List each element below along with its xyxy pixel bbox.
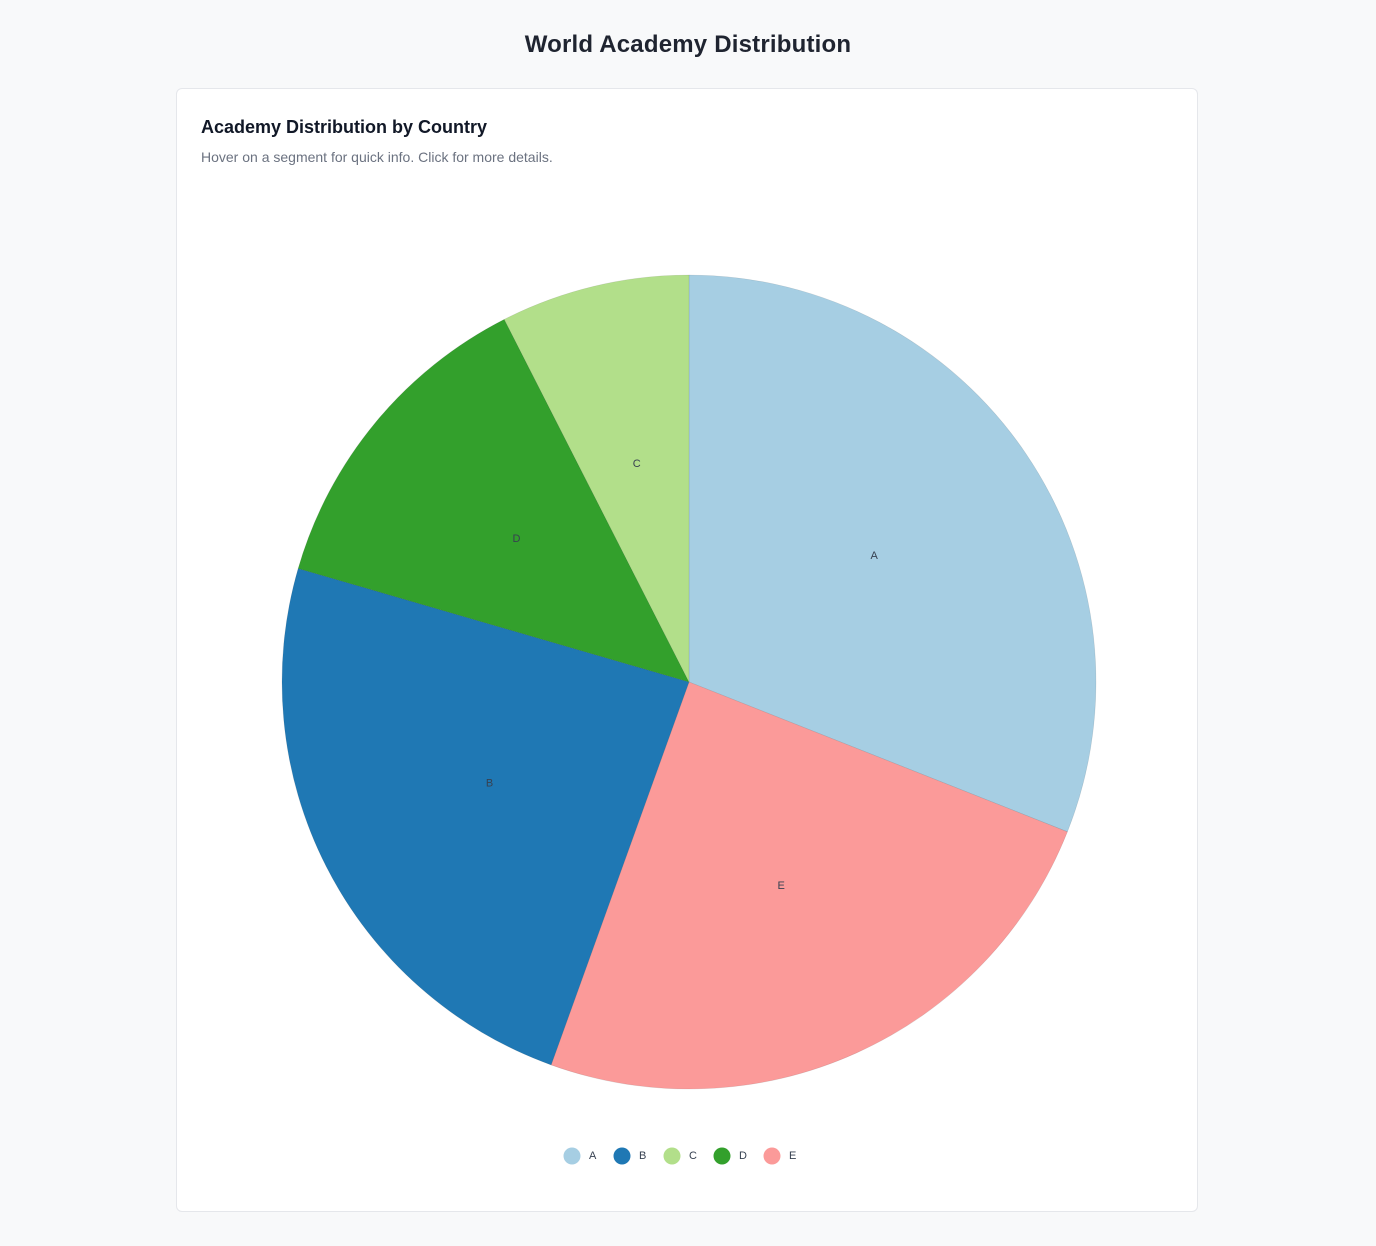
legend-label: E (789, 1150, 796, 1162)
pie-chart: A E B D C A B C D E (281, 274, 1097, 1165)
slice-label-b: B (486, 778, 493, 790)
page-title: World Academy Distribution (524, 31, 852, 58)
legend-label: B (639, 1150, 646, 1162)
legend-label: D (739, 1150, 747, 1162)
legend-swatch (713, 1147, 731, 1165)
chart-subtitle: Hover on a segment for quick info. Click… (201, 149, 553, 165)
legend-label: C (689, 1150, 697, 1162)
legend-swatch (613, 1147, 631, 1165)
chart-title: Academy Distribution by Country (201, 117, 488, 137)
slice-label-e: E (777, 880, 784, 892)
pie-slice-d[interactable] (297, 318, 690, 683)
chart-legend: A B C D E (563, 1147, 797, 1165)
legend-swatch (763, 1147, 781, 1165)
legend-label: A (589, 1150, 597, 1162)
slice-label-c: C (633, 458, 641, 470)
legend-swatch (563, 1147, 581, 1165)
pie-labels: A E B D C (486, 458, 879, 892)
legend-item-e[interactable]: E (763, 1147, 797, 1165)
chart-card: Academy Distribution by Country Hover on… (176, 88, 1198, 1212)
legend-item-b[interactable]: B (613, 1147, 647, 1165)
pie-slice-b[interactable] (281, 568, 690, 1066)
slice-label-a: A (870, 550, 878, 562)
legend-item-c[interactable]: C (663, 1147, 698, 1165)
legend-item-a[interactable]: A (563, 1147, 598, 1165)
pie-slice-c[interactable] (503, 274, 690, 683)
pie-slice-e[interactable] (550, 681, 1068, 1090)
legend-swatch (663, 1147, 681, 1165)
slice-label-d: D (513, 533, 521, 545)
pie-slices (281, 274, 1097, 1090)
legend-item-d[interactable]: D (713, 1147, 748, 1165)
pie-slice-a[interactable] (688, 274, 1097, 833)
